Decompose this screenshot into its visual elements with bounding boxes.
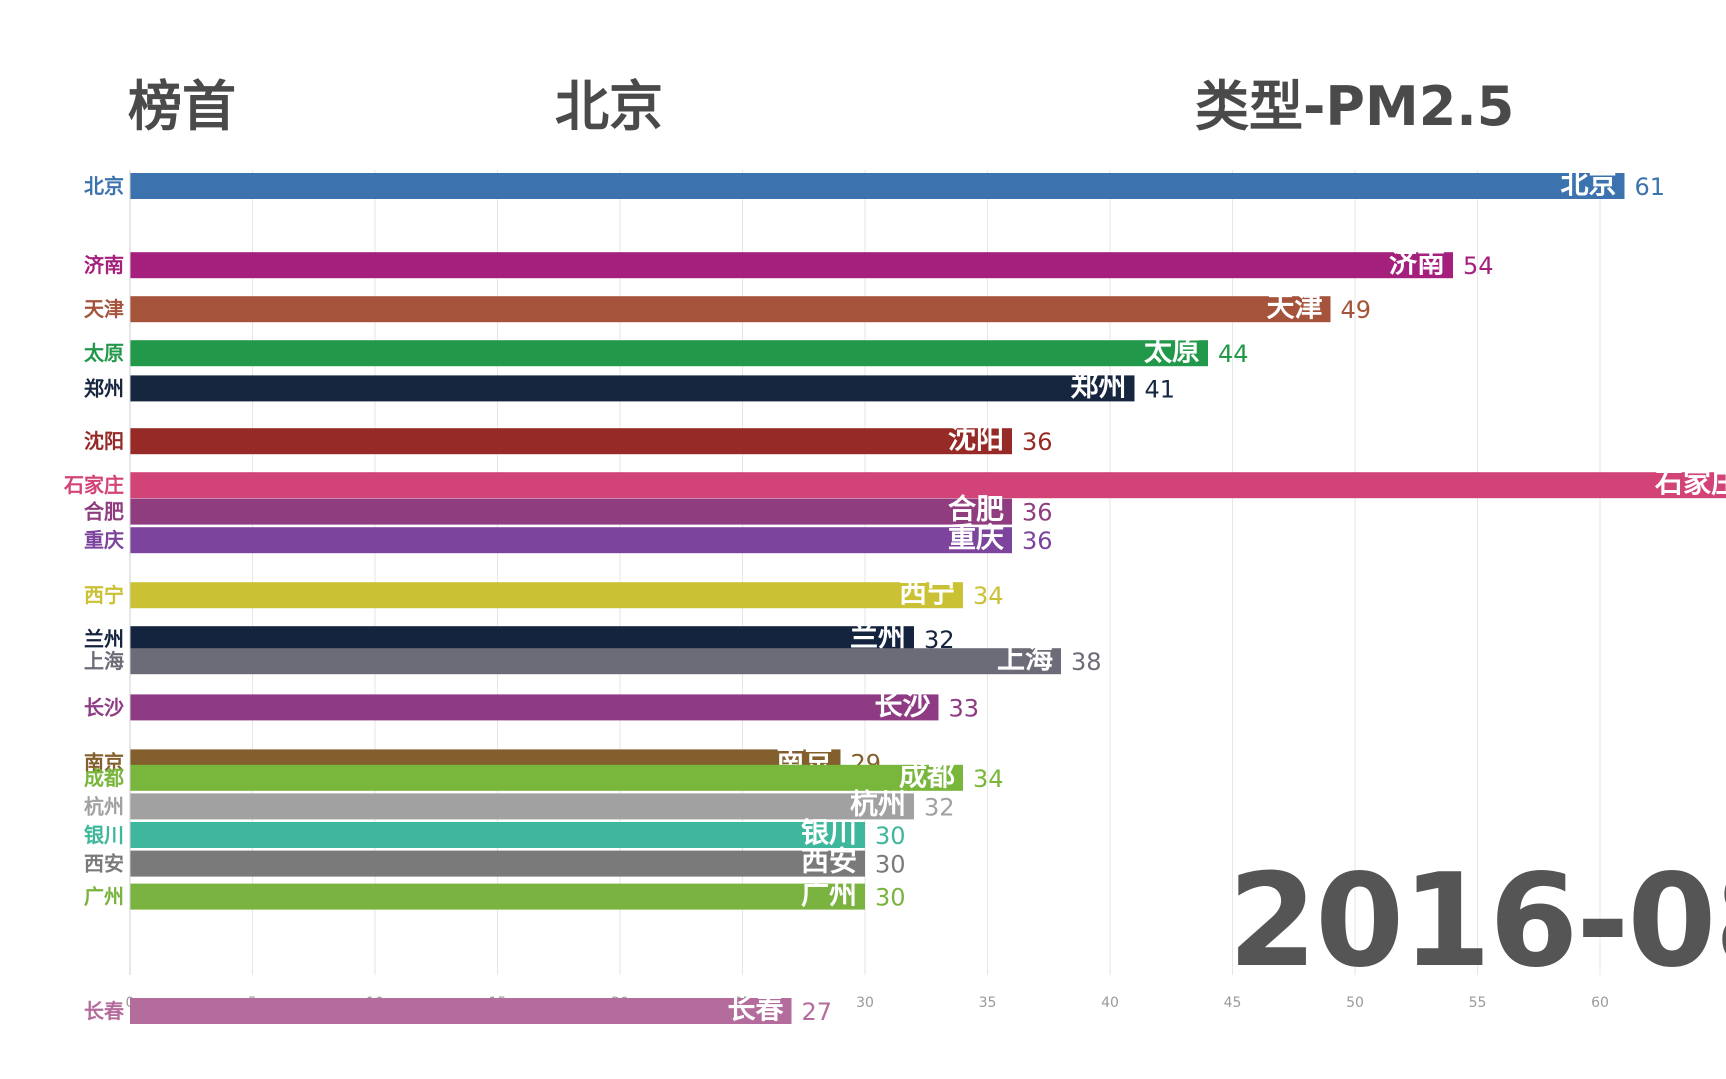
category-label: 太原 [84,341,124,365]
bar-city-label: 银川 [801,816,857,849]
bar-value-label: 41 [1145,375,1176,403]
bar-city-label: 沈阳 [948,422,1004,455]
header-left-label: 榜首 [128,75,236,138]
header-top-city: 北京 [555,75,663,138]
bar-value-label: 44 [1218,340,1249,368]
bar [130,173,1625,199]
category-label: 重庆 [84,528,124,552]
bar-value-label: 54 [1463,252,1494,280]
category-label: 兰州 [84,627,124,651]
bar-value-label: 30 [875,851,906,879]
bar-value-label: 36 [1022,499,1053,527]
bar [130,498,1012,525]
category-label: 南京 [84,750,124,774]
bar-value-label: 32 [924,793,955,821]
bar [130,428,1012,455]
x-tick-label: 50 [1346,995,1364,1011]
bar [130,648,1061,675]
bar-city-label: 天津 [1266,290,1322,323]
header-type-label: 类型-PM2.5 [1195,75,1515,138]
x-tick-label: 45 [1224,995,1242,1011]
category-label: 郑州 [84,376,124,400]
category-label: 银川 [84,823,124,847]
bar-city-label: 广州 [801,878,857,911]
bar-city-label: 兰州 [850,620,906,653]
bar-value-label: 30 [875,822,906,850]
bar [130,340,1208,367]
bar [130,822,865,848]
date-label: 2016-08 [1228,847,1726,996]
category-label: 上海 [84,649,124,673]
x-tick-label: 55 [1469,995,1487,1011]
bar-city-label: 合肥 [948,493,1004,526]
bar [130,694,939,721]
bar-city-label: 上海 [997,642,1053,675]
bar-city-label: 太原 [1144,334,1200,367]
category-label: 长春 [84,999,125,1023]
category-label: 长沙 [84,695,124,719]
bar-value-label: 36 [1022,428,1053,456]
x-tick-label: 35 [979,995,997,1011]
bar-value-label: 33 [949,694,980,722]
category-label: 西安 [84,852,124,876]
bar [130,764,963,791]
category-label: 成都 [84,766,124,790]
category-label: 杭州 [84,794,124,818]
category-label: 北京 [84,174,124,198]
category-label: 济南 [84,253,124,277]
bar-value-label: 36 [1022,527,1053,555]
bar-value-label: 27 [802,998,833,1026]
category-label: 合肥 [84,500,124,524]
bar-value-label: 38 [1071,648,1102,676]
bar [130,883,865,910]
bar-city-label: 北京 [1560,167,1616,200]
x-tick-label: 30 [856,995,874,1011]
bar-city-label: 石家庄 [1654,466,1726,499]
bar-value-label: 61 [1635,173,1666,201]
x-tick-label: 60 [1591,995,1609,1011]
bar-city-label: 西宁 [899,576,955,609]
bar-city-label: 济南 [1389,246,1445,279]
bar [130,527,1012,554]
bar-city-label: 西安 [801,845,857,878]
category-label: 石家庄 [63,473,124,497]
bar-city-label: 杭州 [850,787,906,820]
bar [130,626,914,653]
bar [130,296,1331,323]
category-label: 广州 [84,885,124,909]
bar-value-label: 49 [1341,296,1372,324]
bar-value-label: 34 [973,582,1004,610]
bar-city-label: 长春 [727,992,783,1025]
bar-value-label: 30 [875,884,906,912]
x-tick-label: 40 [1101,995,1119,1011]
bar [130,252,1453,279]
bar [130,472,1726,499]
bar [130,850,865,877]
category-label: 西宁 [84,583,124,607]
category-label: 沈阳 [84,429,124,453]
bar [130,375,1135,402]
category-label: 天津 [84,297,124,321]
bar-city-label: 郑州 [1070,369,1126,402]
bar-city-label: 重庆 [948,521,1004,554]
bar [130,998,792,1024]
bar-city-label: 成都 [899,759,955,792]
bar [130,582,963,609]
bar-value-label: 34 [973,765,1004,793]
bar [130,793,914,820]
bar-city-label: 长沙 [874,688,930,721]
